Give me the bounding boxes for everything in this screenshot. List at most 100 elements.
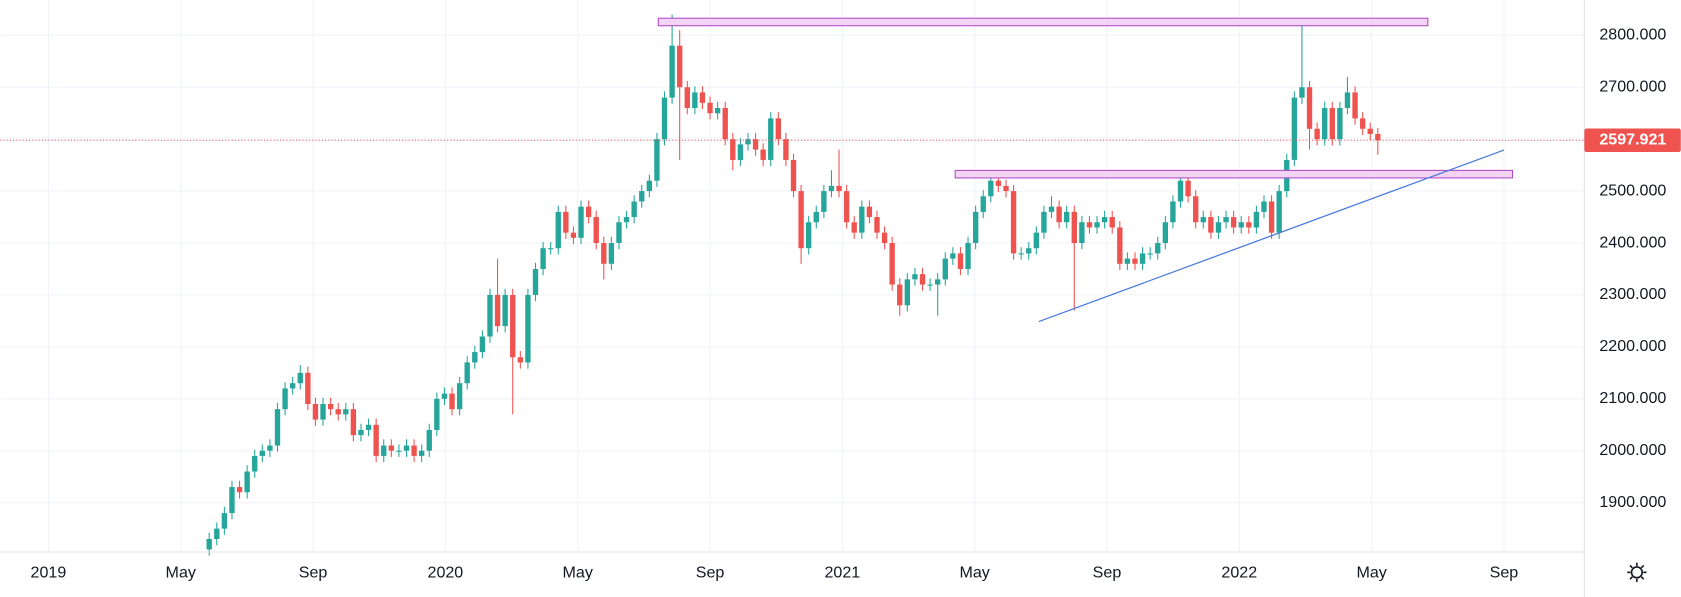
candle-body xyxy=(441,393,448,399)
resistance-zone xyxy=(657,17,1429,27)
candle-body xyxy=(654,139,660,181)
candle-body xyxy=(403,445,410,451)
candle-body xyxy=(1291,97,1298,160)
candle-body xyxy=(388,445,395,451)
candle-body xyxy=(1155,243,1161,254)
grid xyxy=(0,0,1585,552)
y-tick-label: 1900.000 xyxy=(1599,493,1666,511)
x-tick-label: 2019 xyxy=(31,564,67,582)
candle-body xyxy=(988,180,994,197)
candle-body xyxy=(684,87,690,109)
candle-body xyxy=(919,274,926,285)
candle-body xyxy=(1359,118,1366,129)
candle-body xyxy=(1253,211,1260,228)
y-tick-label: 2700.000 xyxy=(1599,77,1666,95)
candle-body xyxy=(1033,232,1040,249)
candle-body xyxy=(768,118,774,160)
settings-icon[interactable] xyxy=(1627,562,1647,582)
last-price-label: 2597.921 xyxy=(1599,130,1666,148)
candle-body xyxy=(677,45,683,88)
candle-body xyxy=(737,144,744,160)
candle-body xyxy=(206,539,212,550)
settings-icon-teeth xyxy=(1627,562,1647,582)
candle-body xyxy=(1094,222,1100,228)
candle-body xyxy=(1367,128,1373,134)
candle-body xyxy=(1056,206,1062,223)
candle-body xyxy=(1261,201,1267,212)
candle-body xyxy=(1139,253,1146,264)
candle-body xyxy=(1041,211,1047,233)
candle-body xyxy=(214,528,220,540)
candle-body xyxy=(1238,222,1244,228)
plot xyxy=(0,14,1585,556)
candle-body xyxy=(980,196,986,212)
candle-body xyxy=(593,217,599,244)
candle-body xyxy=(578,206,584,238)
candle-body xyxy=(563,211,569,233)
candle-body xyxy=(1268,201,1275,233)
candle-body xyxy=(502,294,508,327)
y-tick-label: 2400.000 xyxy=(1599,233,1666,251)
y-tick-label: 2000.000 xyxy=(1599,441,1666,459)
candle-body xyxy=(1026,248,1032,254)
candle-body xyxy=(1079,222,1085,244)
candle-body xyxy=(320,403,326,420)
x-tick-label: Sep xyxy=(299,564,328,582)
candle-body xyxy=(866,206,873,218)
candle-body xyxy=(1299,87,1305,98)
candle-body xyxy=(236,487,243,493)
candle-body xyxy=(722,108,728,140)
candle-body xyxy=(494,294,501,327)
candle-body xyxy=(1337,108,1343,140)
candle-body xyxy=(957,253,964,269)
candle-body xyxy=(950,253,956,259)
candle-body xyxy=(1276,191,1282,233)
candle-body xyxy=(699,92,706,103)
candle-body xyxy=(623,217,630,223)
candle-body xyxy=(343,409,349,415)
x-tick-label: Sep xyxy=(1093,564,1122,582)
candle-body xyxy=(1185,180,1191,197)
candle-body xyxy=(859,206,865,233)
y-tick-label: 2800.000 xyxy=(1599,26,1666,44)
candle-body xyxy=(897,284,903,306)
candle-body xyxy=(540,248,546,269)
trend-line xyxy=(1038,149,1505,323)
candle-body xyxy=(335,409,341,415)
candle-body xyxy=(327,403,334,410)
candle-body xyxy=(836,185,842,192)
candle-body xyxy=(639,191,645,202)
candle-body xyxy=(221,513,228,529)
candle-body xyxy=(487,294,493,337)
last-price-badge xyxy=(1584,128,1681,153)
candle-body xyxy=(1200,217,1206,223)
candle-body xyxy=(601,243,607,264)
candle-body xyxy=(1003,185,1009,192)
candle-body xyxy=(1048,206,1055,212)
candle-body xyxy=(904,279,911,306)
candle-body xyxy=(1215,222,1222,233)
candle-body xyxy=(608,243,615,264)
candle-body xyxy=(1193,196,1199,223)
candle-body xyxy=(631,201,637,218)
candle-body xyxy=(297,372,303,384)
candle-body xyxy=(548,248,554,250)
candle-body xyxy=(669,45,675,98)
candle-body xyxy=(570,232,577,238)
candle-body xyxy=(1223,217,1229,223)
candle-body xyxy=(532,268,539,295)
candle-body xyxy=(555,211,561,249)
candle-body xyxy=(965,243,971,269)
candle-body xyxy=(1117,227,1123,264)
candle-body xyxy=(365,424,372,430)
candle-body xyxy=(745,139,751,145)
candle-body xyxy=(1170,201,1176,223)
x-tick-label: May xyxy=(563,564,593,582)
candle-body xyxy=(1071,211,1077,244)
x-tick-label: May xyxy=(959,564,989,582)
candle-body xyxy=(935,279,941,285)
candle-body xyxy=(274,409,281,446)
x-tick-label: May xyxy=(1356,564,1386,582)
candle-body xyxy=(259,450,266,456)
